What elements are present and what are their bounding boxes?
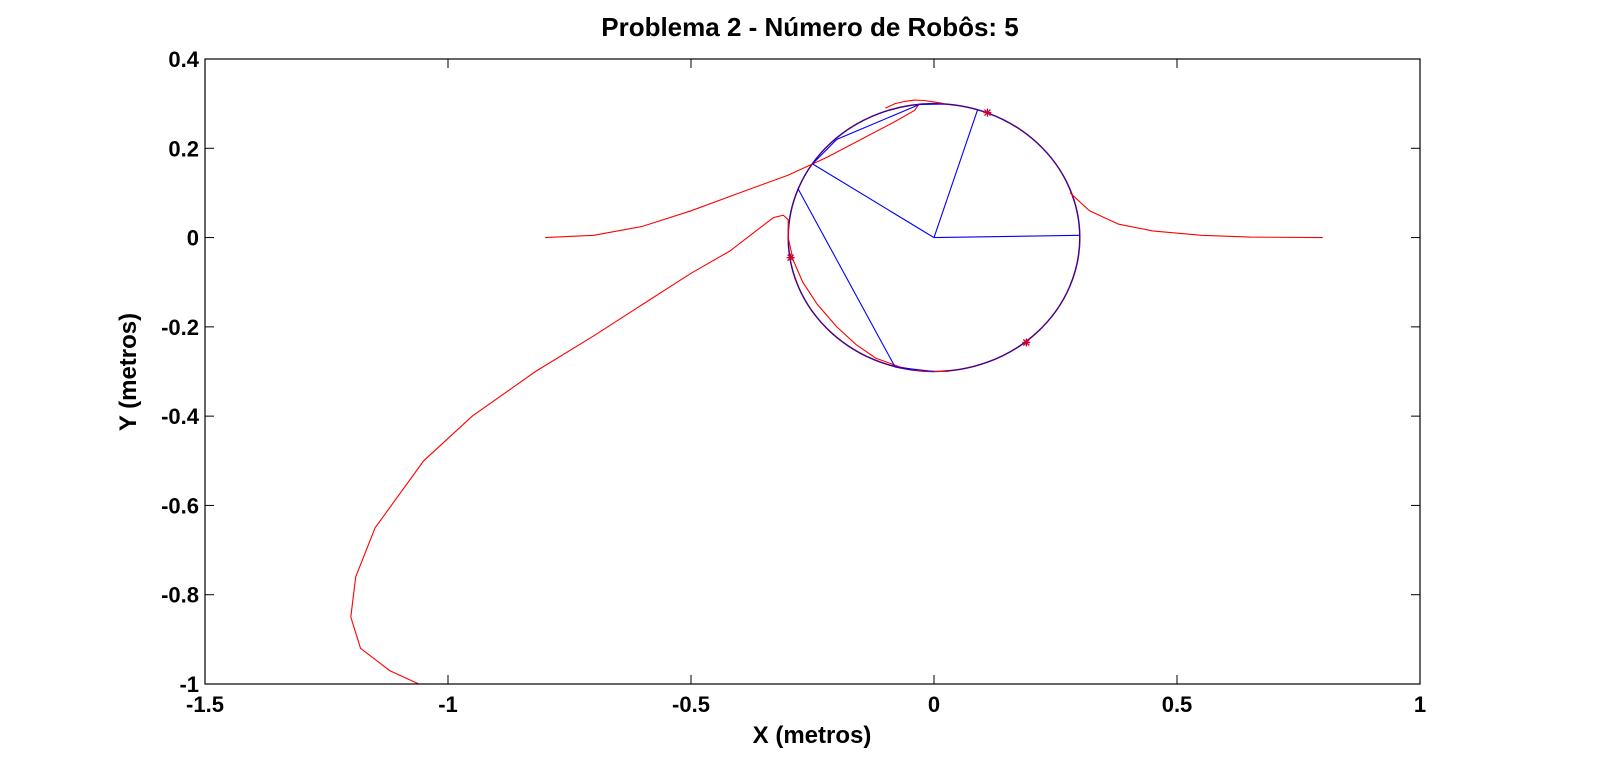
y-tick-label: -0.4	[161, 404, 200, 429]
y-tick-label: 0.2	[168, 136, 199, 161]
x-tick-label: -1.5	[186, 692, 224, 717]
series-line-4	[933, 234, 1080, 239]
series-line-6	[812, 163, 935, 239]
series-line-1	[1069, 192, 1323, 239]
x-tick-label: -1	[438, 692, 458, 717]
x-tick-label: 0	[928, 692, 940, 717]
series-line-3	[885, 99, 944, 109]
y-tick-label: -0.2	[161, 315, 199, 340]
series-line-8	[797, 188, 935, 373]
robot-marker	[983, 108, 992, 117]
plot-area	[350, 99, 1323, 685]
x-axis-label: X (metros)	[753, 722, 872, 749]
series-line-7	[812, 103, 944, 165]
y-tick-label: 0	[187, 226, 199, 251]
robot-marker	[786, 253, 795, 262]
y-tick-label: -1	[179, 672, 199, 697]
x-tick-label: -0.5	[672, 692, 710, 717]
y-tick-label: -0.6	[161, 493, 199, 518]
robot-marker	[1022, 338, 1031, 347]
series-line-0	[545, 103, 920, 239]
y-axis-label: Y (metros)	[115, 313, 142, 431]
axis-ticks: -1.5 -1 -0.5 0 0.5 1-1-0.8-0.6-0.4-0.200.20.4	[161, 47, 1426, 717]
chart-title: Problema 2 - Número de Robôs: 5	[601, 12, 1019, 42]
series-line-2	[350, 214, 949, 685]
axes-box	[204, 58, 1421, 685]
x-tick-label: 1	[1414, 692, 1426, 717]
y-tick-label: 0.4	[168, 47, 199, 72]
series-line-5	[933, 109, 979, 238]
x-tick-label: 0.5	[1162, 692, 1193, 717]
y-tick-label: -0.8	[161, 583, 199, 608]
